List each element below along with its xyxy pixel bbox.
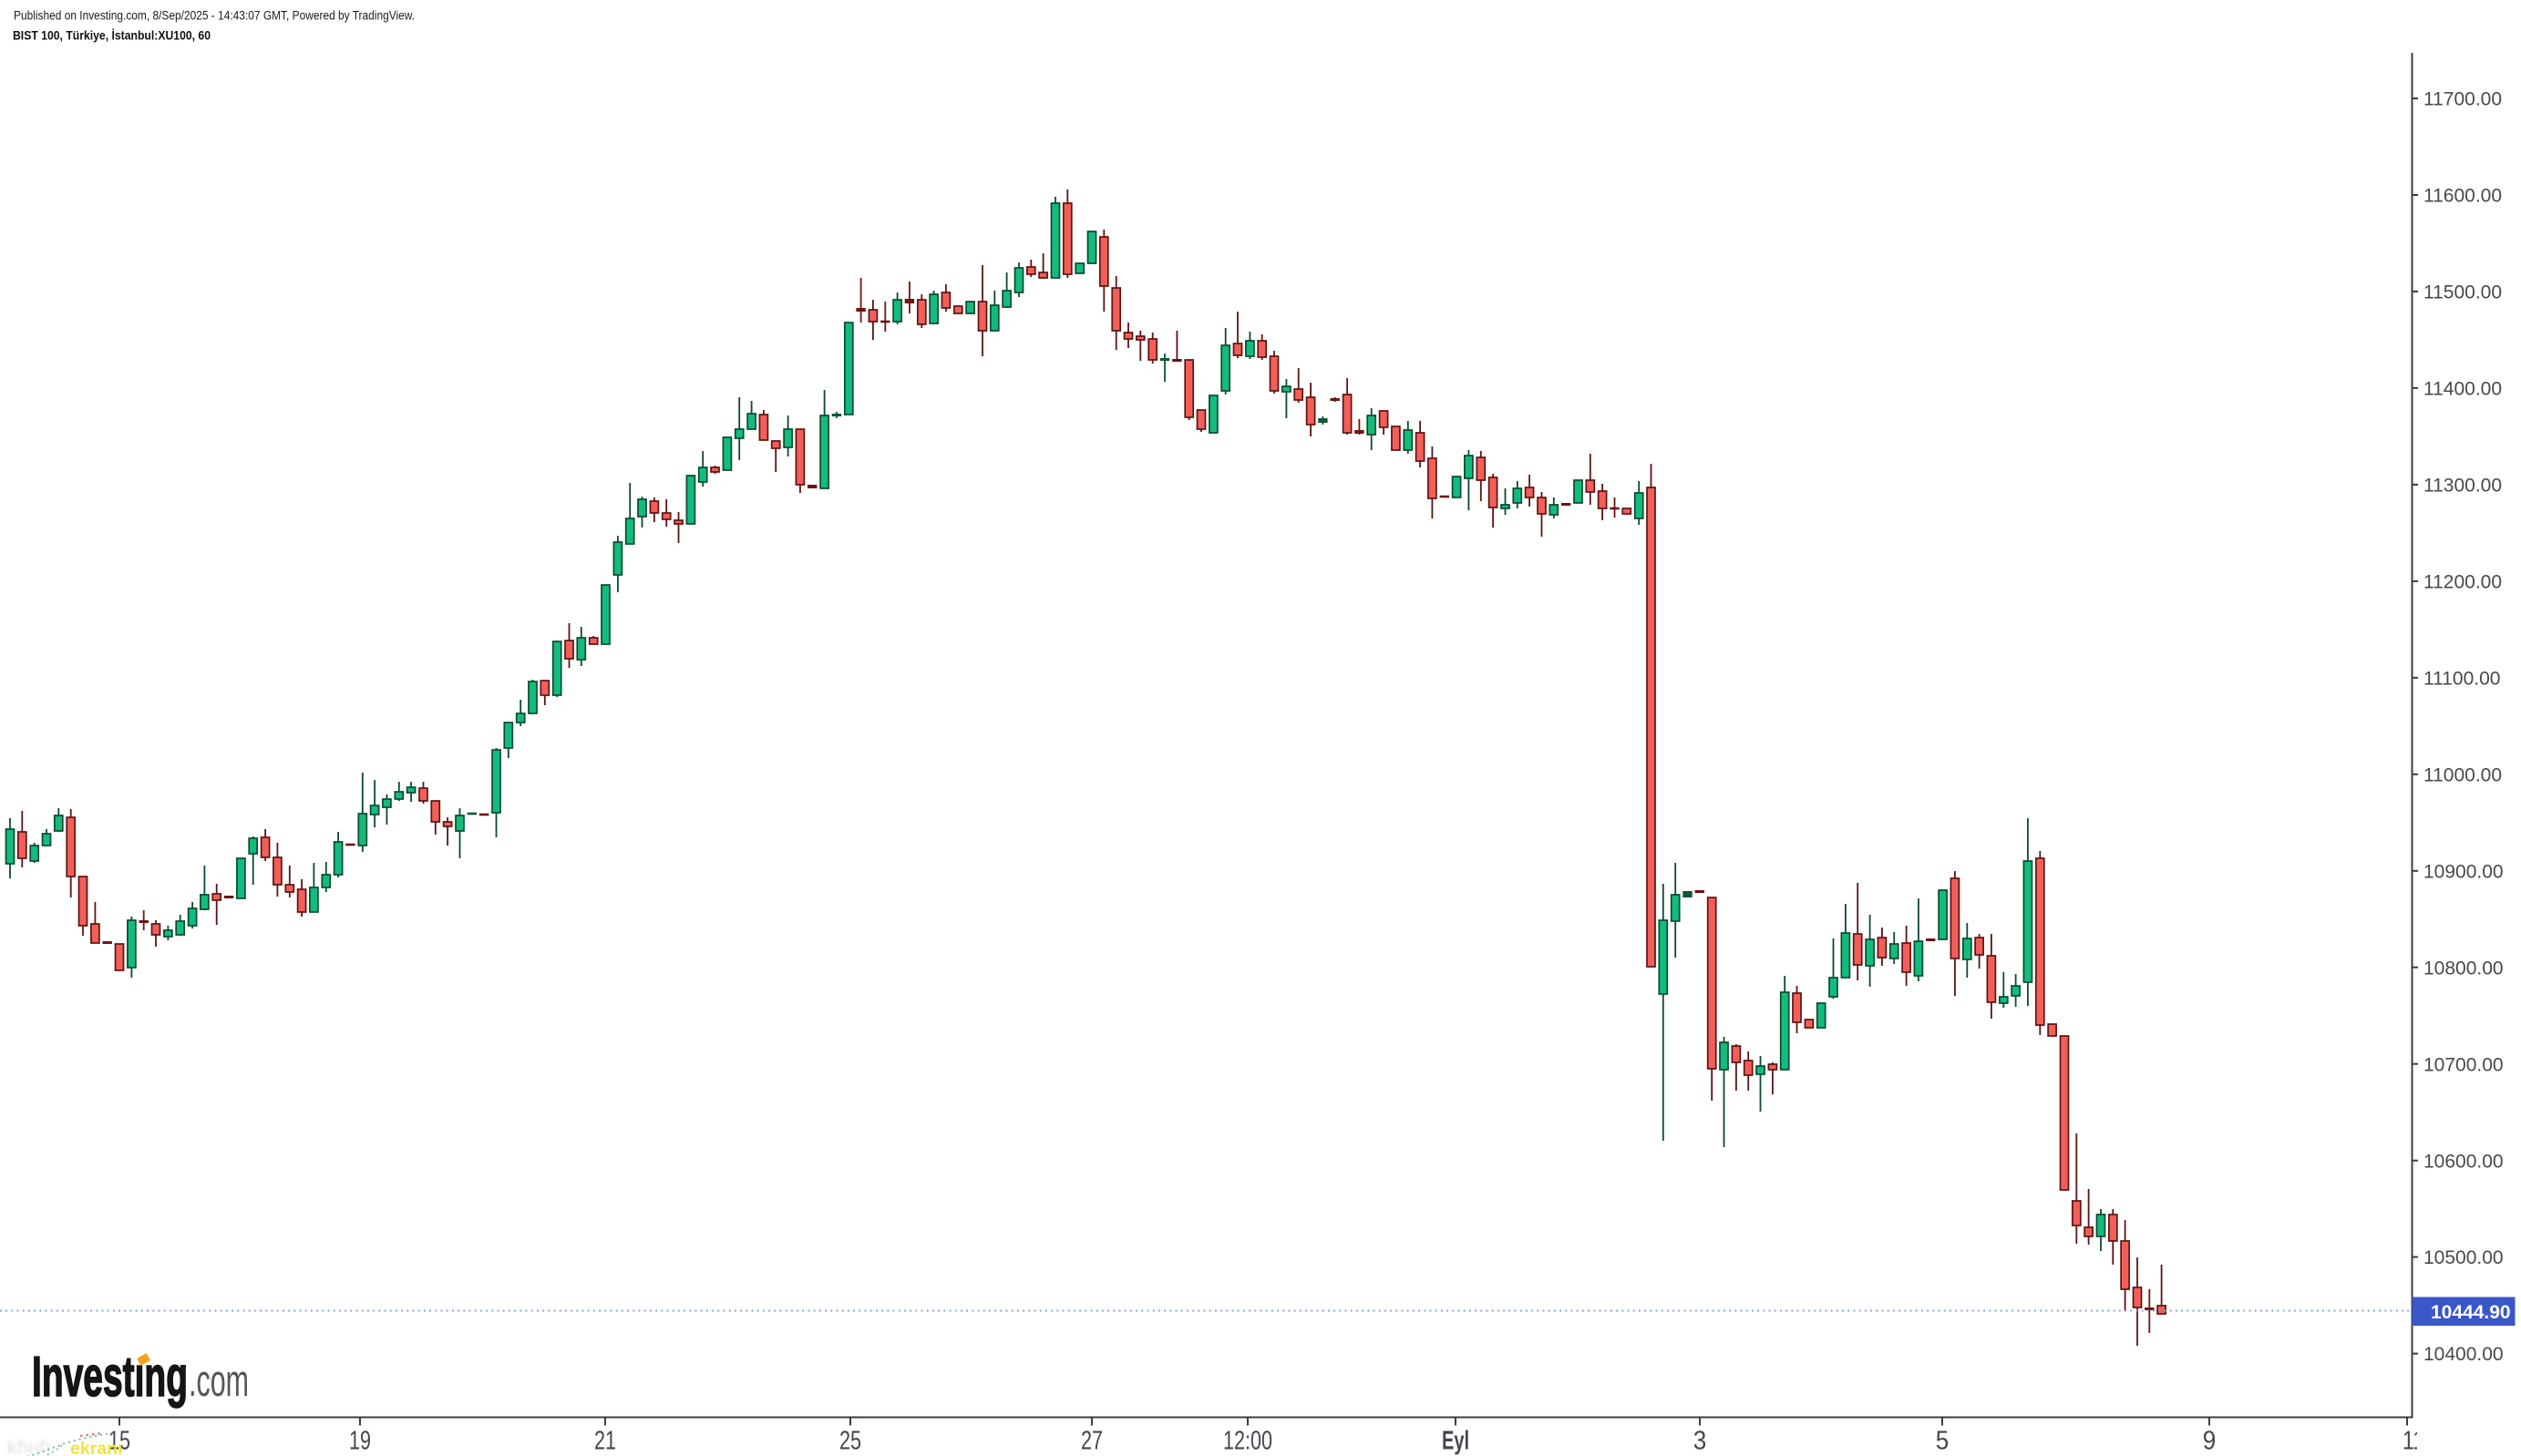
svg-text:10400.00: 10400.00 (2423, 1344, 2504, 1365)
svg-text:Eyl: Eyl (1442, 1427, 1469, 1456)
svg-text:15: 15 (108, 1427, 130, 1456)
svg-text:10500.00: 10500.00 (2423, 1247, 2504, 1268)
svg-text:Published on Investing.com, 8/: Published on Investing.com, 8/Sep/2025 -… (14, 9, 415, 23)
svg-text:Investıng: Investıng (32, 1346, 188, 1409)
svg-text:12:00: 12:00 (1223, 1427, 1272, 1456)
svg-text:kɦнɦ: kɦнɦ (7, 1436, 51, 1456)
svg-text:10800.00: 10800.00 (2423, 958, 2504, 979)
svg-text:25: 25 (839, 1427, 861, 1456)
svg-text:11700.00: 11700.00 (2423, 89, 2502, 110)
svg-text:ekranı: ekranı (70, 1439, 122, 1456)
svg-text:3: 3 (1693, 1427, 1707, 1456)
svg-text:27: 27 (1081, 1427, 1103, 1456)
svg-text:11200.00: 11200.00 (2423, 572, 2502, 593)
svg-text:11: 11 (2403, 1427, 2424, 1456)
svg-text:.com: .com (189, 1357, 249, 1406)
svg-text:19: 19 (349, 1427, 371, 1456)
svg-text:11500.00: 11500.00 (2423, 282, 2502, 303)
svg-text:11600.00: 11600.00 (2423, 186, 2502, 207)
svg-text:11400.00: 11400.00 (2423, 379, 2502, 400)
svg-text:11300.00: 11300.00 (2423, 476, 2502, 497)
svg-text:10444.90: 10444.90 (2431, 1302, 2511, 1323)
svg-text:10900.00: 10900.00 (2423, 861, 2504, 882)
svg-text:21: 21 (594, 1427, 616, 1456)
svg-text:BIST 100, Türkiye, İstanbul:XU: BIST 100, Türkiye, İstanbul:XU100, 60 (13, 29, 211, 43)
svg-text:10600.00: 10600.00 (2423, 1151, 2504, 1172)
svg-text:9: 9 (2203, 1427, 2217, 1456)
svg-text:10700.00: 10700.00 (2423, 1054, 2504, 1075)
svg-text:5: 5 (1936, 1427, 1950, 1456)
svg-text:11100.00: 11100.00 (2423, 668, 2500, 689)
svg-text:11000.00: 11000.00 (2423, 764, 2502, 785)
